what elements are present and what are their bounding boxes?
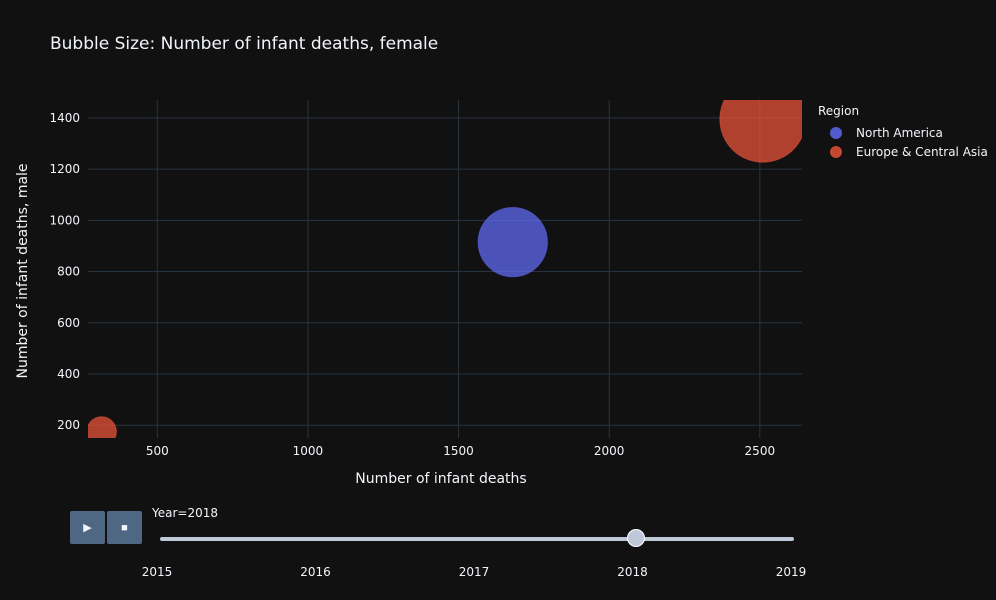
play-button[interactable]: ▶ xyxy=(70,511,105,544)
y-tick-label: 400 xyxy=(57,367,80,381)
y-tick-label: 1400 xyxy=(49,111,80,125)
y-tick-label: 1000 xyxy=(49,213,80,227)
year-slider-handle[interactable] xyxy=(626,529,645,547)
x-tick-label: 1000 xyxy=(293,444,324,458)
animation-controls: ▶ ■ xyxy=(70,511,142,544)
x-axis-ticks: 500 1000 1500 2000 2500 xyxy=(146,444,775,458)
x-tick-label: 2000 xyxy=(594,444,625,458)
legend-swatch xyxy=(830,145,842,158)
slider-tick-label[interactable]: 2019 xyxy=(775,565,807,579)
slider-tick-label[interactable]: 2017 xyxy=(458,565,490,579)
stop-button[interactable]: ■ xyxy=(107,511,142,544)
bubble-point[interactable] xyxy=(477,206,548,278)
bubbles[interactable] xyxy=(87,76,806,446)
y-tick-label: 200 xyxy=(57,418,80,432)
slider-tick-label[interactable]: 2018 xyxy=(617,565,648,579)
y-axis-label: Number of infant deaths, male xyxy=(15,163,31,378)
x-tick-label: 500 xyxy=(146,444,169,458)
year-slider-track[interactable] xyxy=(160,537,794,541)
x-tick-label: 2500 xyxy=(745,444,776,458)
slider-tick-label[interactable]: 2016 xyxy=(300,565,331,579)
slider-tick-labels: 2015 2016 2017 2018 2019 xyxy=(0,565,996,585)
legend-label: Europe & Central Asia xyxy=(856,144,988,159)
y-tick-label: 800 xyxy=(57,265,80,279)
legend-item-europe-central-asia[interactable]: Europe & Central Asia xyxy=(818,142,988,161)
x-tick-label: 1500 xyxy=(443,444,474,458)
y-tick-label: 600 xyxy=(57,316,80,330)
legend-swatch xyxy=(830,126,842,139)
play-icon: ▶ xyxy=(83,522,92,534)
slider-current-value: Year=2018 xyxy=(152,506,218,520)
slider-tick-label[interactable]: 2015 xyxy=(141,565,173,579)
chart-title: Bubble Size: Number of infant deaths, fe… xyxy=(50,34,439,54)
grid xyxy=(88,100,802,438)
legend-label: North America xyxy=(856,125,943,140)
stop-icon: ■ xyxy=(121,521,128,534)
y-tick-label: 1200 xyxy=(49,162,80,176)
bubble-point[interactable] xyxy=(719,76,806,163)
legend: Region North America Europe & Central As… xyxy=(818,104,988,161)
y-axis-ticks: 200 400 600 800 1000 1200 1400 xyxy=(49,111,80,432)
bubble-point[interactable] xyxy=(87,416,117,447)
x-axis-label: Number of infant deaths xyxy=(355,471,526,487)
legend-item-north-america[interactable]: North America xyxy=(818,123,988,142)
legend-title: Region xyxy=(818,104,860,118)
